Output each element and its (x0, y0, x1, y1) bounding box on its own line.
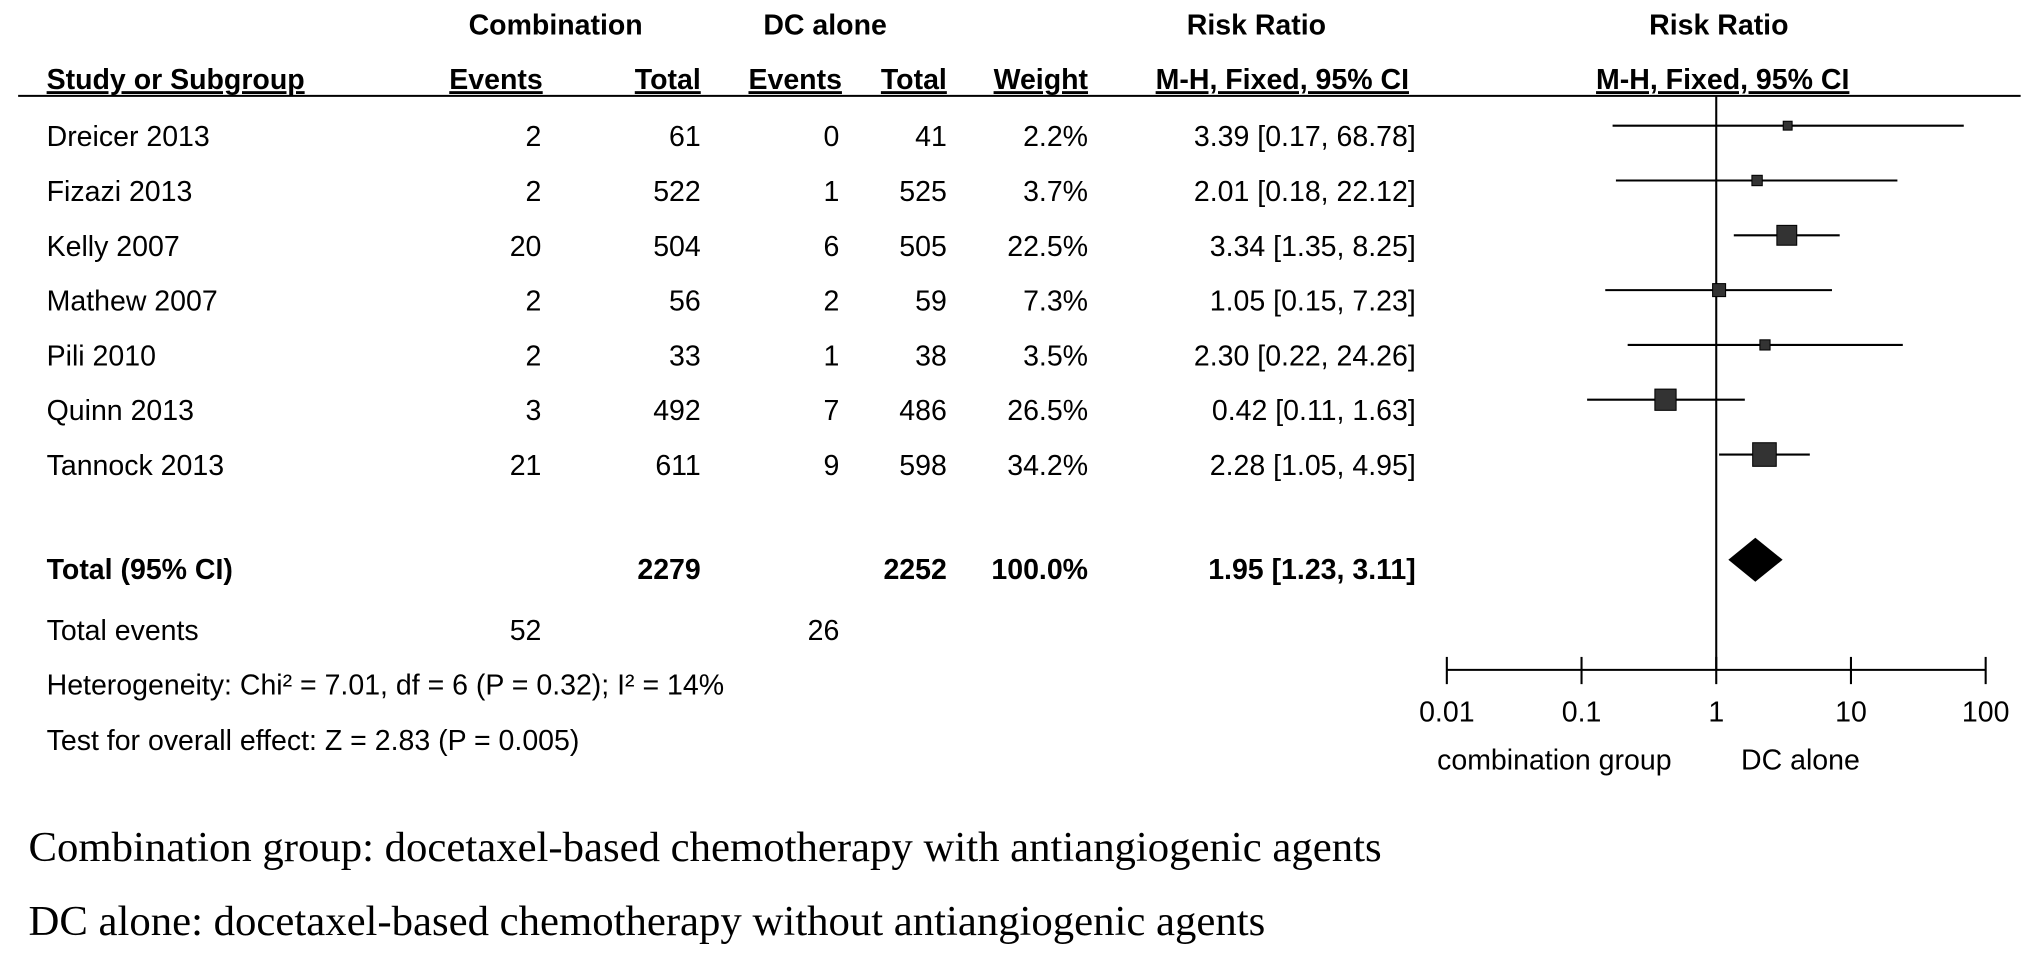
heterogeneity: Heterogeneity: Chi² = 7.01, df = 6 (P = … (47, 669, 724, 701)
total-weight: 100.0% (991, 554, 1088, 586)
events-combination: 20 (510, 231, 542, 263)
weight: 26.5% (1007, 395, 1088, 427)
weight: 2.2% (1023, 121, 1088, 153)
total-events: 26 (808, 615, 840, 647)
events-dc: 1 (823, 176, 839, 208)
total-combination: 504 (653, 231, 701, 263)
total-events: 52 (510, 615, 542, 647)
study-name: Mathew 2007 (47, 286, 218, 318)
overall-effect: Test for overall effect: Z = 2.83 (P = 0… (47, 725, 580, 757)
events-dc: 2 (823, 286, 839, 318)
column-header: Weight (994, 64, 1089, 96)
effect-square (1751, 174, 1763, 187)
total-combination: 56 (669, 286, 701, 318)
effect-square (1712, 283, 1727, 298)
x-tick-label: 100 (1962, 696, 2010, 728)
total-combination: 522 (653, 176, 701, 208)
effect-square (1782, 120, 1793, 131)
group-header: DC alone (763, 10, 887, 42)
total-dc: 41 (915, 121, 947, 153)
total-dc: 525 (899, 176, 947, 208)
events-combination: 2 (526, 176, 542, 208)
events-combination: 2 (526, 340, 542, 372)
study-name: Quinn 2013 (47, 395, 194, 427)
events-dc: 0 (823, 121, 839, 153)
events-combination: 2 (526, 121, 542, 153)
study-name: Tannock 2013 (47, 450, 224, 482)
column-header: Total (635, 64, 701, 96)
ci-label: 1.05 [0.15, 7.23] (1210, 286, 1416, 318)
group-header: Combination (469, 10, 643, 42)
plot-title: Risk Ratio (1649, 10, 1788, 42)
column-header: Study or Subgroup (47, 64, 305, 96)
study-name: Kelly 2007 (47, 231, 180, 263)
total-ci: 1.95 [1.23, 3.11] (1208, 554, 1416, 586)
effect-square (1654, 388, 1677, 411)
events-combination: 3 (526, 395, 542, 427)
effect-square (1759, 339, 1771, 351)
column-header: M-H, Fixed, 95% CI (1156, 64, 1409, 96)
weight: 3.5% (1023, 340, 1088, 372)
ci-label: 2.01 [0.18, 22.12] (1194, 176, 1416, 208)
weight: 3.7% (1023, 176, 1088, 208)
total-combination: 611 (655, 450, 700, 482)
total-dc: 38 (915, 340, 947, 372)
column-header: Risk Ratio (1187, 10, 1326, 42)
column-header: Total (881, 64, 947, 96)
total-combination: 33 (669, 340, 701, 372)
total-dc: 59 (915, 286, 947, 318)
study-name: Fizazi 2013 (47, 176, 193, 208)
ci-label: 3.39 [0.17, 68.78] (1194, 121, 1416, 153)
x-tick-label: 0.01 (1419, 696, 1474, 728)
column-header: Events (748, 64, 841, 96)
total-combination: 2279 (637, 554, 700, 586)
total-dc: 2252 (883, 554, 946, 586)
plot-subtitle: M-H, Fixed, 95% CI (1596, 64, 1849, 96)
weight: 22.5% (1007, 231, 1088, 263)
x-tick-label: 10 (1835, 696, 1867, 728)
ci-label: 3.34 [1.35, 8.25] (1210, 231, 1416, 263)
total-diamond (1728, 537, 1783, 582)
x-tick-label: 1 (1708, 696, 1724, 728)
study-name: Dreicer 2013 (47, 121, 210, 153)
total-events-label: Total events (47, 615, 199, 647)
ci-label: 2.28 [1.05, 4.95] (1210, 450, 1416, 482)
total-combination: 492 (653, 395, 701, 427)
total-combination: 61 (669, 121, 701, 153)
events-dc: 7 (823, 395, 839, 427)
total-dc: 598 (899, 450, 947, 482)
ci-label: 2.30 [0.22, 24.26] (1194, 340, 1416, 372)
weight: 7.3% (1023, 286, 1088, 318)
events-dc: 1 (823, 340, 839, 372)
events-dc: 6 (823, 231, 839, 263)
favours-label: combination group (1437, 744, 1671, 776)
total-dc: 486 (899, 395, 947, 427)
events-combination: 2 (526, 286, 542, 318)
favours-label: DC alone (1741, 744, 1860, 776)
weight: 34.2% (1007, 450, 1088, 482)
total-dc: 505 (899, 231, 947, 263)
events-combination: 21 (510, 450, 542, 482)
ci-label: 0.42 [0.11, 1.63] (1212, 395, 1416, 427)
effect-square (1776, 224, 1798, 246)
study-name: Pili 2010 (47, 340, 156, 372)
x-tick-label: 0.1 (1562, 696, 1602, 728)
effect-square (1752, 442, 1777, 467)
footnote: DC alone: docetaxel-based chemotherapy w… (28, 898, 1265, 945)
events-dc: 9 (823, 450, 839, 482)
column-header: Events (449, 64, 542, 96)
total-label: Total (95% CI) (47, 554, 233, 586)
footnote: Combination group: docetaxel-based chemo… (28, 824, 1381, 871)
